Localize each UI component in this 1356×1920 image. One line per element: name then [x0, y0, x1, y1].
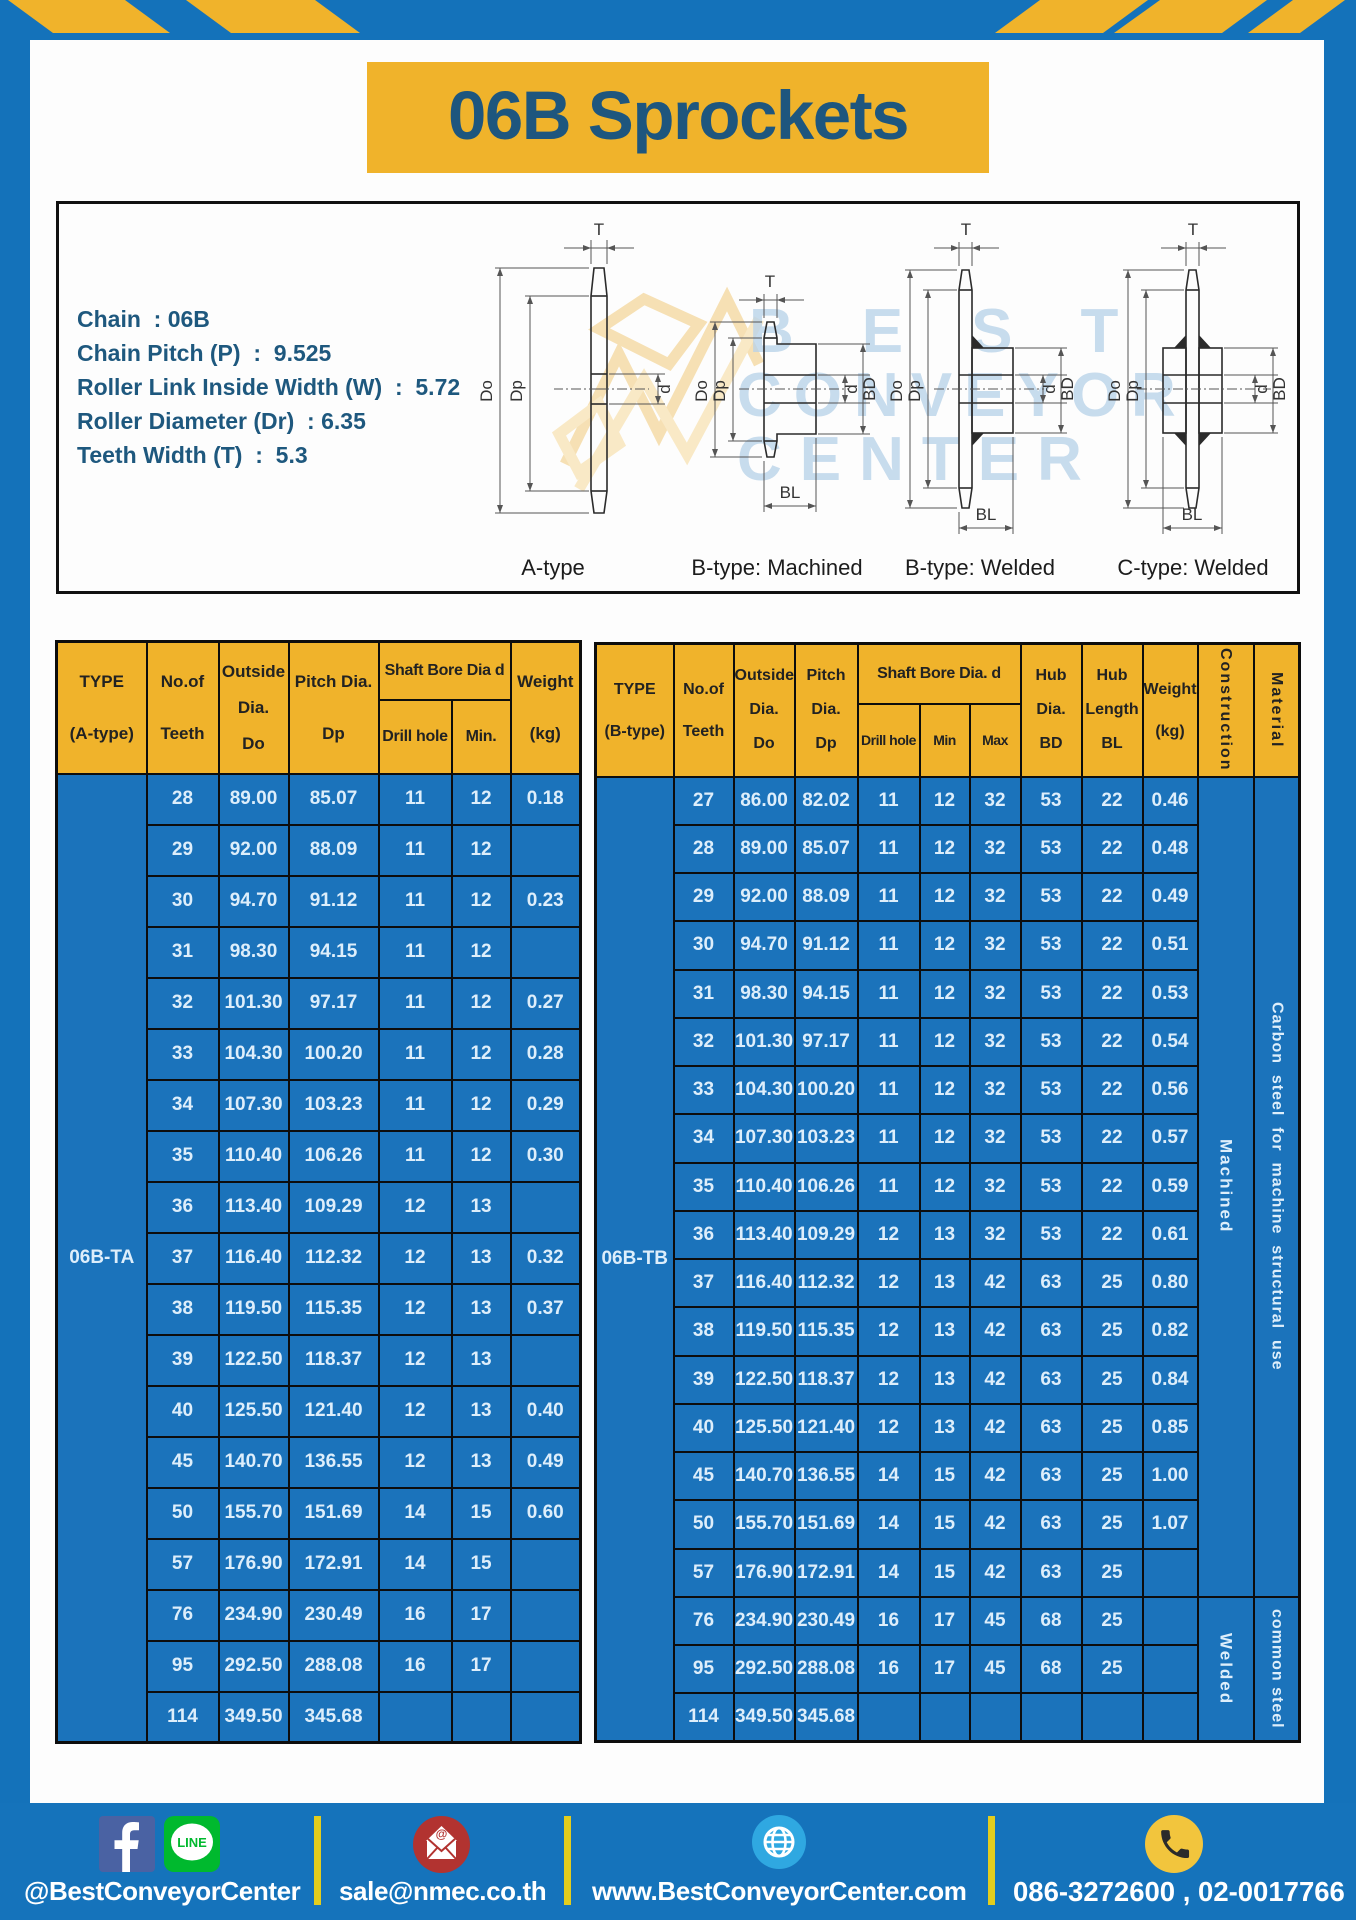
svg-text:d: d [842, 384, 861, 393]
svg-text:@: @ [436, 1827, 448, 1841]
svg-text:Do: Do [887, 380, 906, 402]
svg-text:BD: BD [1058, 377, 1077, 401]
svg-text:Dp: Dp [1123, 380, 1142, 402]
svg-text:T: T [594, 220, 604, 239]
svg-text:T: T [765, 272, 775, 291]
svg-text:A-type: A-type [521, 555, 585, 580]
svg-text:BL: BL [976, 505, 997, 524]
svg-text:Do: Do [477, 380, 496, 402]
svg-text:BL: BL [1182, 505, 1203, 524]
svg-text:BD: BD [860, 377, 879, 401]
svg-text:LINE: LINE [177, 1835, 207, 1850]
svg-text:Dp: Dp [905, 380, 924, 402]
svg-text:Do: Do [1105, 380, 1124, 402]
svg-text:B-type: Machined: B-type: Machined [691, 555, 862, 580]
svg-text:Do: Do [692, 380, 711, 402]
svg-text:BD: BD [1270, 377, 1289, 401]
svg-text:BL: BL [780, 483, 801, 502]
svg-text:CENTER: CENTER [737, 425, 1100, 494]
svg-text:BEST: BEST [749, 297, 1186, 366]
svg-text:d: d [1040, 384, 1059, 393]
svg-text:d: d [1252, 384, 1271, 393]
svg-text:Dp: Dp [710, 380, 729, 402]
svg-text:B-type: Welded: B-type: Welded [905, 555, 1055, 580]
svg-text:T: T [961, 220, 971, 239]
svg-text:CONVEYOR: CONVEYOR [737, 361, 1188, 430]
svg-text:T: T [1188, 220, 1198, 239]
svg-text:Dp: Dp [507, 380, 526, 402]
svg-text:C-type: Welded: C-type: Welded [1117, 555, 1268, 580]
svg-text:d: d [655, 384, 674, 393]
